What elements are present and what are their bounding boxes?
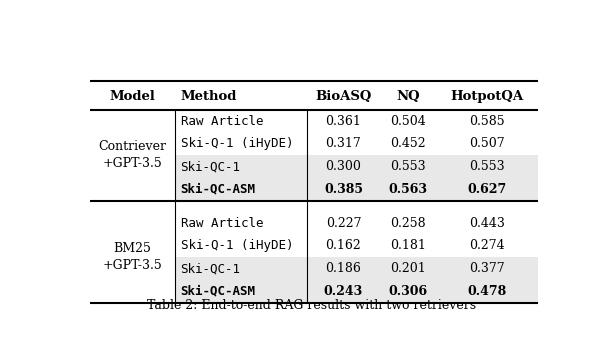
Text: 0.300: 0.300 (325, 160, 361, 173)
Bar (175, 178, 538, 201)
Text: Raw Article: Raw Article (181, 217, 263, 230)
Text: 0.563: 0.563 (389, 183, 427, 196)
Text: 0.553: 0.553 (469, 160, 505, 173)
Text: HotpotQA: HotpotQA (451, 90, 523, 103)
Text: 0.201: 0.201 (390, 262, 426, 275)
Bar (175, 155, 538, 178)
Text: 0.274: 0.274 (469, 239, 505, 252)
Text: 0.627: 0.627 (468, 183, 506, 196)
Text: Ski-Q-1 (iHyDE): Ski-Q-1 (iHyDE) (181, 137, 293, 150)
Text: Ski-QC-ASM: Ski-QC-ASM (181, 183, 255, 196)
Text: Model: Model (109, 90, 156, 103)
Text: 0.553: 0.553 (390, 160, 426, 173)
Text: 0.377: 0.377 (469, 262, 505, 275)
Text: 0.443: 0.443 (469, 217, 505, 230)
Text: 0.507: 0.507 (469, 137, 505, 150)
Text: 0.162: 0.162 (325, 239, 361, 252)
Text: 0.243: 0.243 (324, 285, 363, 298)
Text: 0.504: 0.504 (390, 114, 426, 127)
Text: 0.361: 0.361 (325, 114, 361, 127)
Text: 0.227: 0.227 (326, 217, 361, 230)
Text: 0.317: 0.317 (325, 137, 361, 150)
Text: Contriever
+GPT-3.5: Contriever +GPT-3.5 (98, 140, 167, 170)
Text: 0.452: 0.452 (390, 137, 426, 150)
Text: 0.385: 0.385 (324, 183, 363, 196)
Text: 0.181: 0.181 (390, 239, 426, 252)
Bar (175, 280, 538, 303)
Text: BM25
+GPT-3.5: BM25 +GPT-3.5 (103, 242, 162, 272)
Text: Table 2: End-to-end RAG results with two retrievers: Table 2: End-to-end RAG results with two… (147, 299, 476, 312)
Text: BioASQ: BioASQ (315, 90, 371, 103)
Text: Ski-QC-1: Ski-QC-1 (181, 160, 241, 173)
Text: NQ: NQ (396, 90, 420, 103)
Text: Method: Method (181, 90, 237, 103)
Text: 0.186: 0.186 (325, 262, 361, 275)
Text: Ski-QC-ASM: Ski-QC-ASM (181, 285, 255, 298)
Text: Raw Article: Raw Article (181, 114, 263, 127)
Text: Ski-QC-1: Ski-QC-1 (181, 262, 241, 275)
Text: Ski-Q-1 (iHyDE): Ski-Q-1 (iHyDE) (181, 239, 293, 252)
Text: 0.258: 0.258 (390, 217, 426, 230)
Text: 0.585: 0.585 (469, 114, 505, 127)
Text: 0.478: 0.478 (468, 285, 506, 298)
Text: 0.306: 0.306 (389, 285, 428, 298)
Bar (175, 257, 538, 280)
